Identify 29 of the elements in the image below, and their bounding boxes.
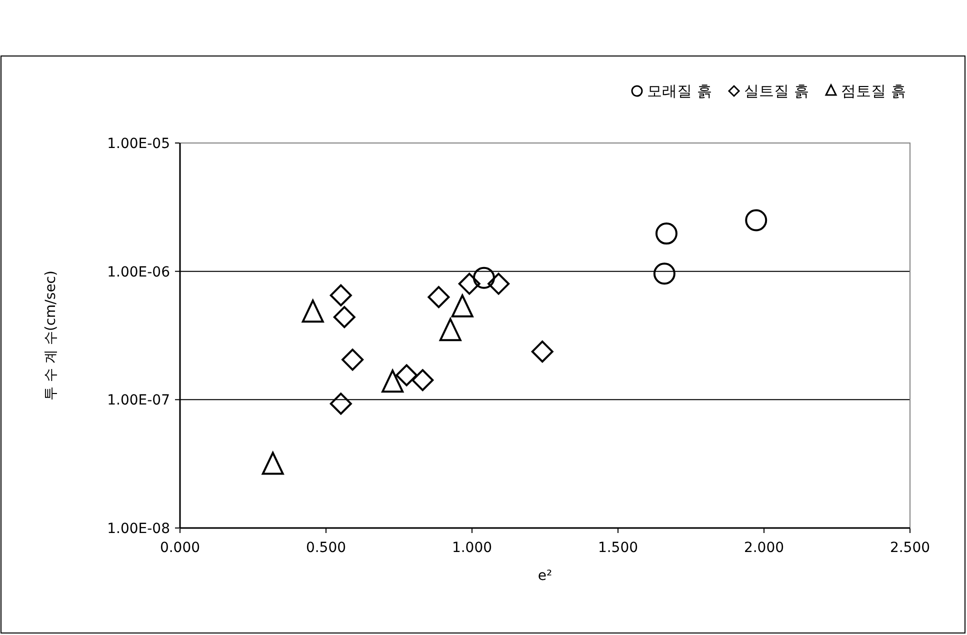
x-tick-label: 0.000 [160,540,200,556]
point [330,392,352,415]
point [488,272,510,295]
point [342,348,364,371]
point [653,262,676,285]
y-tick-label: 1.00E-05 [107,136,170,152]
legend-label: 실트질 흙 [744,82,809,100]
point [655,222,678,245]
point [330,284,352,306]
x-tick-label: 1.000 [452,540,492,556]
point [531,340,554,363]
x-axis-title: e² [538,568,552,584]
point [472,266,495,289]
x-tick-label: 1.500 [598,540,638,556]
point [396,364,418,386]
y-tick-label: 1.00E-08 [107,521,170,537]
y-axis-title: 투 수 계 수(cm/sec) [43,270,59,400]
point [745,209,768,232]
x-tick-label: 0.500 [306,540,346,556]
point [333,306,356,328]
y-tick-label: 1.00E-06 [107,264,170,280]
x-tick-label: 2.500 [890,540,930,556]
y-tick-label: 1.00E-07 [107,392,170,409]
x-tick-label: 2.000 [744,540,784,556]
legend-label: 점토질 흙 [841,82,906,100]
legend-label: 모래질 흙 [647,82,712,100]
point [428,286,450,308]
point [412,369,434,392]
point [458,272,480,295]
